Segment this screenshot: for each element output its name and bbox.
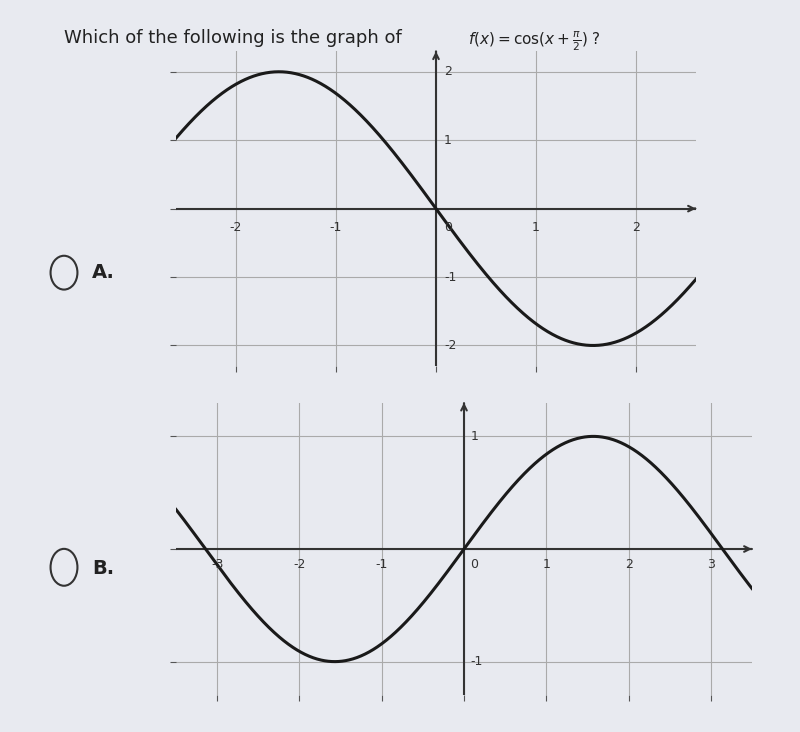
Text: 2: 2: [625, 558, 633, 571]
Text: -1: -1: [470, 655, 483, 668]
Text: 0: 0: [470, 558, 478, 571]
Text: -1: -1: [375, 558, 388, 571]
Text: 1: 1: [470, 430, 478, 443]
Text: 0: 0: [444, 221, 452, 234]
Text: 1: 1: [542, 558, 550, 571]
Text: 3: 3: [707, 558, 714, 571]
Text: 1: 1: [532, 221, 540, 234]
Text: -1: -1: [330, 221, 342, 234]
Text: A.: A.: [92, 263, 115, 282]
Text: -2: -2: [230, 221, 242, 234]
Text: -1: -1: [444, 271, 456, 283]
Text: -2: -2: [444, 339, 456, 352]
Text: Which of the following is the graph of: Which of the following is the graph of: [64, 29, 407, 48]
Text: -3: -3: [211, 558, 223, 571]
Text: -2: -2: [294, 558, 306, 571]
Text: B.: B.: [92, 559, 114, 578]
Text: 2: 2: [632, 221, 640, 234]
Text: $f(x) = \cos(x+\frac{\pi}{2})$ ?: $f(x) = \cos(x+\frac{\pi}{2})$ ?: [468, 29, 601, 53]
Text: 1: 1: [444, 134, 452, 146]
Text: 2: 2: [444, 65, 452, 78]
